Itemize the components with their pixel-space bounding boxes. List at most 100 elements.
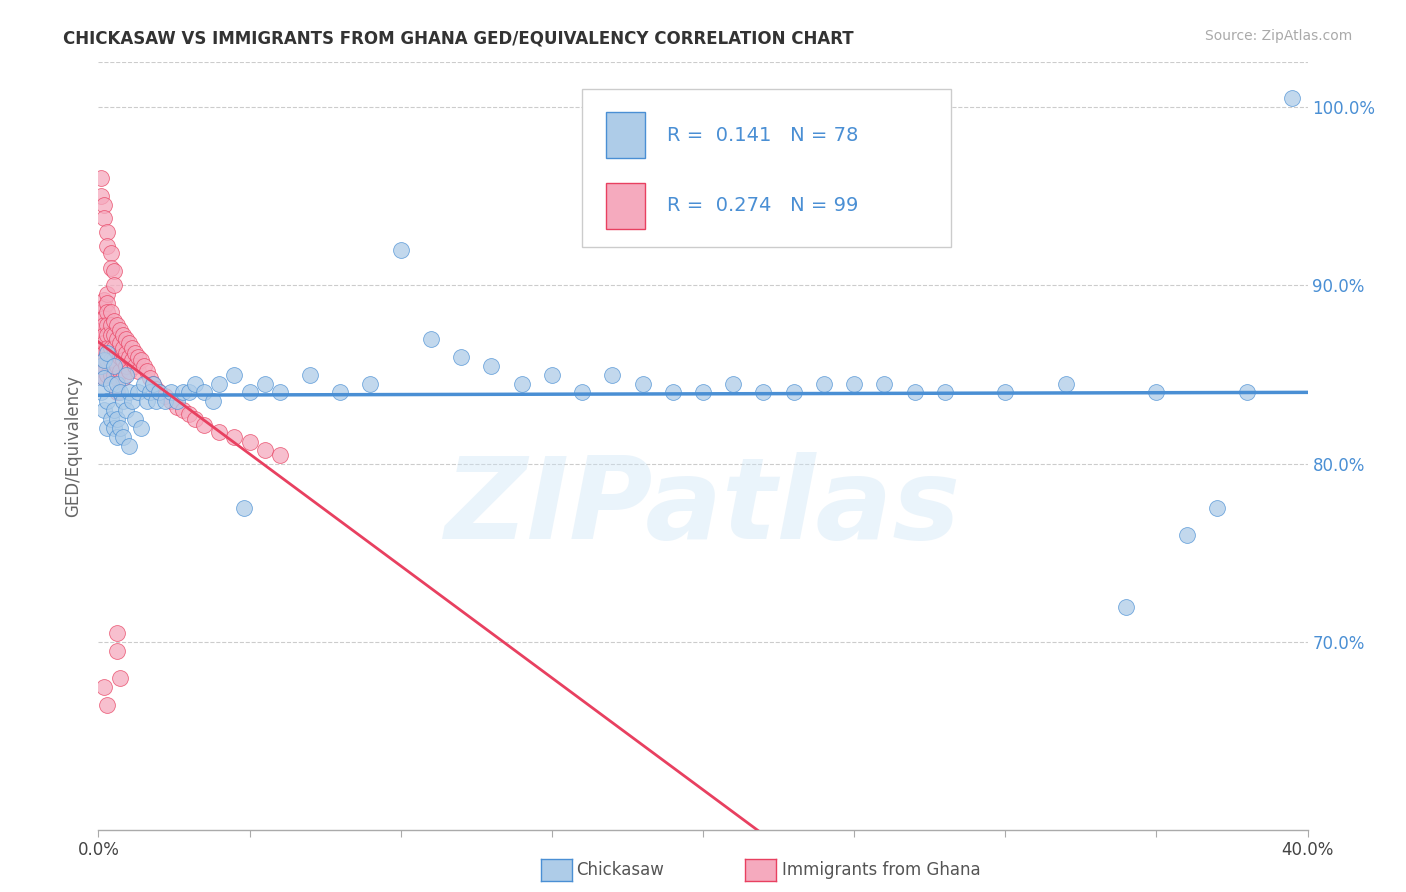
Point: [118, 350, 141, 364]
Point: [93, 371, 115, 385]
Point: [121, 341, 143, 355]
Point: [90, 314, 112, 328]
Point: [1281, 91, 1303, 105]
Point: [124, 346, 146, 360]
Point: [105, 332, 128, 346]
Point: [118, 439, 141, 453]
Point: [105, 626, 128, 640]
Point: [96, 368, 118, 382]
Point: [103, 341, 125, 355]
Point: [114, 368, 136, 382]
Point: [90, 359, 112, 373]
FancyBboxPatch shape: [582, 89, 950, 246]
Point: [103, 264, 125, 278]
Point: [100, 341, 122, 355]
Bar: [606, 183, 645, 229]
Text: R =  0.141   N = 78: R = 0.141 N = 78: [666, 126, 858, 145]
Point: [100, 353, 122, 368]
Point: [145, 382, 167, 396]
Point: [93, 293, 115, 307]
Point: [105, 346, 128, 360]
Point: [90, 346, 112, 360]
Point: [105, 385, 128, 400]
Point: [118, 385, 141, 400]
Point: [224, 368, 246, 382]
Point: [631, 376, 654, 391]
Point: [481, 359, 503, 373]
Y-axis label: GED/Equivalency: GED/Equivalency: [65, 375, 83, 517]
Point: [114, 359, 136, 373]
Point: [172, 403, 194, 417]
Point: [1115, 599, 1137, 614]
Point: [103, 328, 125, 343]
Point: [132, 359, 155, 373]
Point: [93, 318, 115, 332]
Point: [90, 359, 112, 373]
Point: [100, 246, 122, 260]
Text: Chickasaw: Chickasaw: [576, 861, 664, 879]
Point: [994, 385, 1017, 400]
Point: [420, 332, 443, 346]
Point: [90, 189, 112, 203]
Point: [111, 394, 134, 409]
Point: [752, 385, 775, 400]
Point: [90, 341, 112, 355]
Point: [253, 376, 276, 391]
Point: [360, 376, 382, 391]
Point: [160, 385, 183, 400]
Point: [90, 385, 112, 400]
Point: [114, 403, 136, 417]
Point: [96, 353, 118, 368]
Point: [108, 364, 131, 378]
Point: [93, 353, 115, 368]
Point: [1175, 528, 1198, 542]
Point: [103, 421, 125, 435]
Point: [100, 260, 122, 275]
Point: [108, 385, 131, 400]
Text: R =  0.274   N = 99: R = 0.274 N = 99: [666, 196, 858, 215]
Point: [124, 412, 146, 426]
Point: [723, 376, 745, 391]
Point: [111, 371, 134, 385]
Point: [100, 305, 122, 319]
Point: [148, 385, 170, 400]
Point: [148, 385, 170, 400]
Point: [166, 400, 188, 414]
Point: [127, 385, 149, 400]
Point: [783, 385, 806, 400]
Point: [111, 430, 134, 444]
Point: [224, 430, 246, 444]
Point: [118, 364, 141, 378]
Point: [90, 305, 112, 319]
Point: [111, 328, 134, 343]
Point: [93, 403, 115, 417]
Point: [602, 368, 624, 382]
Point: [90, 368, 112, 382]
Point: [108, 323, 131, 337]
Point: [96, 394, 118, 409]
Point: [160, 394, 183, 409]
Point: [450, 350, 472, 364]
Point: [127, 350, 149, 364]
Point: [329, 385, 352, 400]
Point: [93, 310, 115, 325]
Point: [184, 412, 207, 426]
Point: [103, 353, 125, 368]
Point: [93, 353, 115, 368]
Point: [114, 332, 136, 346]
Point: [510, 376, 533, 391]
Point: [239, 385, 262, 400]
Point: [103, 359, 125, 373]
Point: [202, 394, 225, 409]
Text: CHICKASAW VS IMMIGRANTS FROM GHANA GED/EQUIVALENCY CORRELATION CHART: CHICKASAW VS IMMIGRANTS FROM GHANA GED/E…: [63, 29, 853, 47]
Point: [100, 318, 122, 332]
Point: [105, 430, 128, 444]
Point: [193, 417, 215, 432]
Point: [1054, 376, 1077, 391]
Point: [184, 376, 207, 391]
Point: [93, 198, 115, 212]
Point: [1236, 385, 1258, 400]
Point: [873, 376, 896, 391]
Point: [127, 364, 149, 378]
Point: [172, 385, 194, 400]
